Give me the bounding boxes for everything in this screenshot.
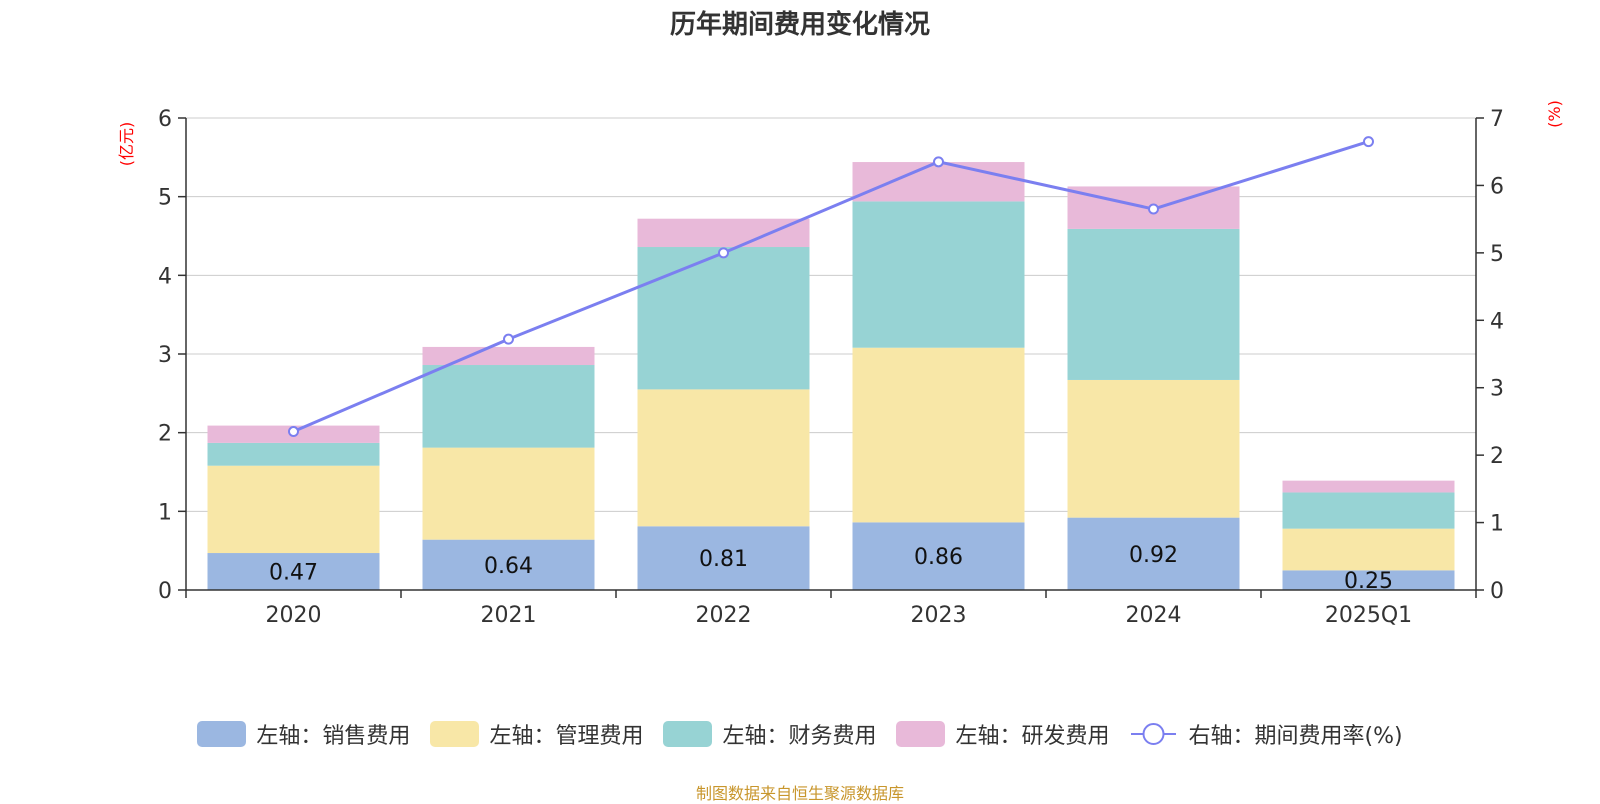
- right-tick-label: 5: [1490, 242, 1504, 267]
- bar-segment: [852, 347, 1025, 523]
- left-axis-unit: (亿元): [117, 122, 136, 167]
- bar-segment: [1282, 570, 1455, 590]
- bar-segment: [1067, 228, 1240, 380]
- bar-segment: [207, 465, 380, 554]
- x-tick-label: 2021: [481, 603, 537, 628]
- legend-label: 右轴：期间费用率(%): [1188, 724, 1403, 749]
- axes: 0 1 2 3 4 5 6 0 1 2 3 4 5 6 7 2020 2021 2022 2023 2024 2025Q…: [117, 100, 1564, 628]
- right-axis-unit: (%): [1545, 100, 1564, 128]
- rate-point: [503, 333, 514, 345]
- right-tick-label: 1: [1490, 512, 1504, 537]
- rate-point: [1363, 136, 1374, 148]
- x-tick-label: 2020: [266, 603, 322, 628]
- x-tick-label: 2024: [1126, 603, 1182, 628]
- legend-item[interactable]: 左轴：销售费用: [197, 718, 410, 750]
- right-tick-label: 4: [1490, 309, 1504, 334]
- x-tick-label: 2025Q1: [1325, 603, 1412, 628]
- right-tick-label: 0: [1490, 579, 1504, 604]
- bars: [207, 162, 1455, 590]
- bar-segment: [852, 522, 1025, 590]
- bar-value-label: 0.86: [914, 545, 963, 570]
- rate-line: [288, 136, 1374, 438]
- rate-point: [933, 156, 944, 168]
- bar-segment: [637, 389, 810, 527]
- bar-segment: [422, 346, 595, 366]
- bar-segment: [1067, 517, 1240, 590]
- grid-lines: [186, 117, 1476, 512]
- legend-line-icon: [1131, 723, 1177, 745]
- right-tick-label: 3: [1490, 377, 1504, 402]
- bar-segment: [1282, 492, 1455, 529]
- chart-title: 历年期间费用变化情况: [669, 10, 930, 40]
- x-tick-label: 2022: [696, 603, 752, 628]
- legend-item[interactable]: 右轴：期间费用率(%): [1129, 718, 1403, 750]
- bar-value-label: 0.81: [699, 547, 748, 572]
- bar-value-label: 0.64: [484, 554, 533, 579]
- legend-label: 左轴：管理费用: [489, 724, 644, 749]
- bar-segment: [637, 218, 810, 248]
- bar-value-label: 0.25: [1344, 569, 1393, 594]
- bar-segment: [1282, 480, 1455, 493]
- right-tick-label: 2: [1490, 444, 1504, 469]
- left-tick-label: 2: [158, 422, 172, 447]
- left-tick-label: 1: [158, 500, 172, 525]
- left-tick-label: 6: [158, 107, 172, 132]
- bar-value-label: 0.92: [1129, 543, 1178, 568]
- legend: 左轴：销售费用 左轴：管理费用 左轴：财务费用 左轴：研发费用 右轴：期间费用率(%): [0, 718, 1600, 750]
- bar-segment: [1282, 528, 1455, 571]
- bar-segment: [422, 365, 595, 448]
- legend-swatch: [430, 721, 480, 747]
- bar-segment: [852, 201, 1025, 348]
- legend-item[interactable]: 左轴：研发费用: [896, 718, 1109, 750]
- left-tick-label: 4: [158, 264, 172, 289]
- bar-segment: [207, 553, 380, 590]
- left-tick-label: 5: [158, 186, 172, 211]
- rate-polyline: [292, 140, 1369, 433]
- legend-label: 左轴：销售费用: [256, 724, 411, 749]
- data-labels: 0.47 0.64 0.81 0.86 0.92 0.25: [269, 543, 1393, 594]
- legend-item[interactable]: 左轴：管理费用: [430, 718, 643, 750]
- rate-point: [288, 426, 299, 438]
- rate-point: [718, 247, 729, 259]
- bar-segment: [422, 447, 595, 540]
- source-note: 制图数据来自恒生聚源数据库: [695, 784, 904, 803]
- legend-swatch: [896, 721, 946, 747]
- legend-swatch: [197, 721, 247, 747]
- left-tick-label: 3: [158, 343, 172, 368]
- legend-label: 左轴：研发费用: [955, 724, 1110, 749]
- legend-label: 左轴：财务费用: [722, 724, 877, 749]
- rate-point: [1148, 203, 1159, 215]
- bar-segment: [852, 162, 1025, 202]
- bar-segment: [637, 247, 810, 390]
- left-tick-label: 0: [158, 579, 172, 604]
- x-tick-label: 2023: [911, 603, 967, 628]
- bar-segment: [422, 539, 595, 590]
- right-tick-label: 6: [1490, 174, 1504, 199]
- bar-value-label: 0.47: [269, 561, 318, 586]
- right-tick-label: 7: [1490, 107, 1504, 132]
- bar-segment: [207, 442, 380, 466]
- legend-item[interactable]: 左轴：财务费用: [663, 718, 876, 750]
- bar-segment: [1067, 379, 1240, 518]
- bar-segment: [637, 526, 810, 590]
- legend-swatch: [663, 721, 713, 747]
